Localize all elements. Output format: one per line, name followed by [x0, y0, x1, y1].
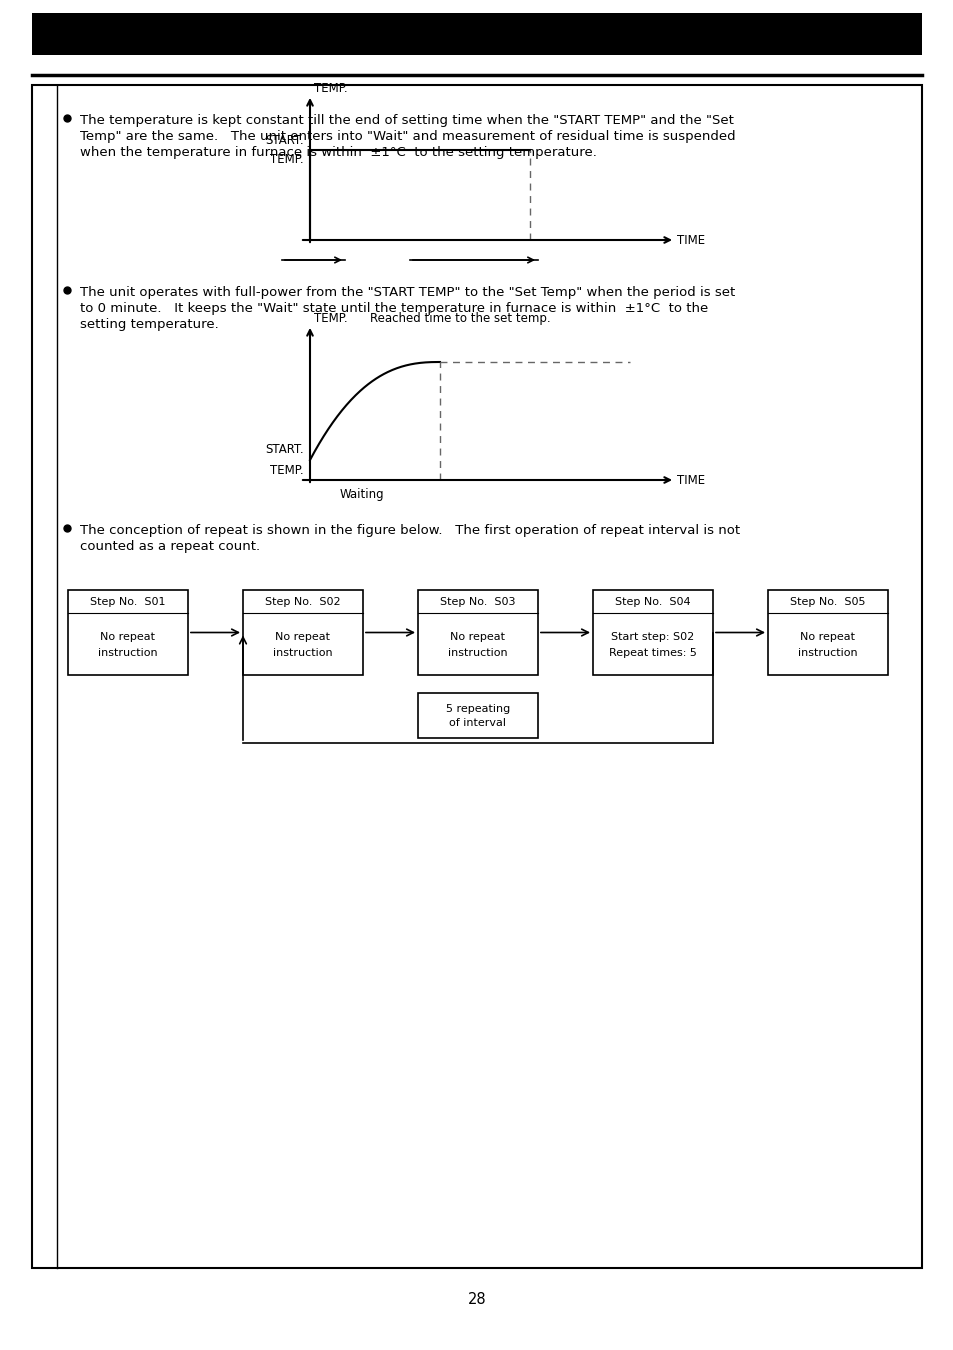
Text: Repeat times: 5: Repeat times: 5 [608, 648, 697, 657]
Text: TEMP.: TEMP. [270, 464, 304, 477]
Text: START.: START. [265, 134, 304, 147]
Bar [32, 85, 921, 1268]
Text: instruction: instruction [273, 648, 333, 657]
Text: The unit operates with full-power from the "START TEMP" to the "Set Temp" when t: The unit operates with full-power from t… [80, 286, 735, 298]
Text: instruction: instruction [98, 648, 157, 657]
Text: Temp" are the same.   The unit enters into "Wait" and measurement of residual ti: Temp" are the same. The unit enters into… [80, 130, 735, 143]
Text: Step No.  S05: Step No. S05 [789, 597, 864, 608]
Bar [417, 693, 537, 738]
Text: Step No.  S01: Step No. S01 [91, 597, 166, 608]
Bar [32, 14, 921, 55]
Text: Waiting: Waiting [339, 487, 384, 501]
Text: TEMP.: TEMP. [314, 312, 347, 325]
Bar [68, 590, 188, 675]
Text: No repeat: No repeat [275, 632, 330, 643]
Text: 5 repeating: 5 repeating [445, 705, 510, 714]
Text: No repeat: No repeat [800, 632, 855, 643]
Text: The conception of repeat is shown in the figure below.   The first operation of : The conception of repeat is shown in the… [80, 524, 740, 537]
Text: of interval: of interval [449, 718, 506, 729]
Text: No repeat: No repeat [450, 632, 505, 643]
Text: TIME: TIME [677, 234, 704, 247]
Bar [767, 590, 887, 675]
Text: instruction: instruction [798, 648, 857, 657]
Bar [243, 590, 363, 675]
Text: to 0 minute.   It keeps the "Wait" state until the temperature in furnace is wit: to 0 minute. It keeps the "Wait" state u… [80, 302, 707, 315]
Text: No repeat: No repeat [100, 632, 155, 643]
Text: Start step: S02: Start step: S02 [611, 632, 694, 643]
Text: Step No.  S02: Step No. S02 [265, 597, 340, 608]
Text: setting temperature.: setting temperature. [80, 319, 218, 331]
Bar [593, 590, 712, 675]
Text: when the temperature in furnace is within  ±1°C  to the setting temperature.: when the temperature in furnace is withi… [80, 146, 597, 159]
Text: TEMP.: TEMP. [314, 82, 347, 94]
Text: START.: START. [265, 443, 304, 456]
Text: 28: 28 [467, 1292, 486, 1308]
Text: Step No.  S03: Step No. S03 [439, 597, 516, 608]
Bar [417, 590, 537, 675]
Text: instruction: instruction [448, 648, 507, 657]
Text: Reached time to the set temp.: Reached time to the set temp. [370, 312, 550, 325]
Text: TEMP.: TEMP. [270, 153, 304, 166]
Text: Step No.  S04: Step No. S04 [615, 597, 690, 608]
Text: The temperature is kept constant till the end of setting time when the "START TE: The temperature is kept constant till th… [80, 113, 733, 127]
Text: counted as a repeat count.: counted as a repeat count. [80, 540, 260, 553]
Text: TIME: TIME [677, 474, 704, 486]
